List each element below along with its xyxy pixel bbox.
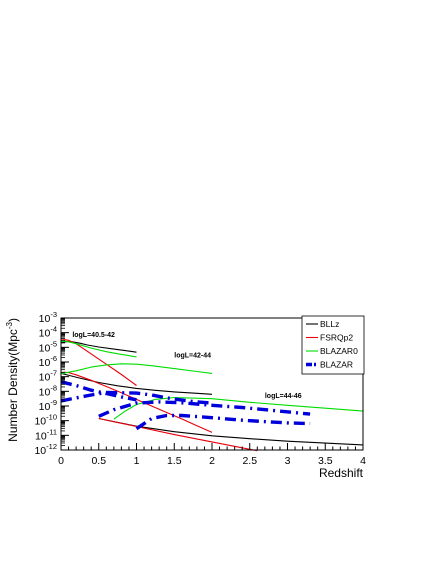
legend-label-blazar: BLAZAR	[320, 360, 353, 370]
x-tick-label: 2	[209, 455, 215, 467]
series-line-blazar0-2	[60, 340, 137, 358]
y-tick-label: 10-12	[34, 442, 57, 457]
annotation-label: logL=42-44	[174, 353, 211, 360]
y-tick-label: 10-11	[35, 427, 57, 442]
series-lines	[60, 339, 364, 452]
y-tick-label: 10-3	[39, 310, 57, 325]
legend: BLLz FSRQp2 BLAZAR0 BLAZAR	[301, 315, 365, 375]
x-tick-label: 3.5	[318, 455, 333, 467]
x-axis-title: Redshift	[319, 466, 364, 480]
x-tick-label: 2.5	[242, 455, 257, 467]
y-axis-title: Number Density(Mpc-3)	[5, 318, 20, 442]
y-tick-label: 10-7	[39, 369, 57, 384]
annotation-label: logL=44-46	[265, 393, 302, 400]
x-tick-label: 1	[134, 455, 140, 467]
x-tick-label: 4	[360, 455, 366, 467]
series-line-blazar0-9	[113, 396, 364, 420]
y-tick-label: 10-4	[39, 325, 57, 340]
x-tick-label: 0.5	[91, 455, 106, 467]
y-tick-label: 10-5	[39, 339, 57, 354]
series-line-fsrqp2-1	[60, 339, 137, 386]
y-tick-label: 10-9	[39, 398, 57, 413]
y-tick-label: 10-6	[39, 354, 57, 369]
x-tick-label: 3	[285, 455, 291, 467]
legend-label-fsrqp2: FSRQp2	[320, 333, 353, 343]
series-line-blazar-11	[98, 400, 311, 418]
legend-box	[301, 315, 365, 375]
series-line-bllz-3	[60, 372, 213, 395]
y-tick-label: 10-8	[39, 383, 57, 398]
series-line-blazar-6	[60, 380, 137, 402]
series-line-blazar-12	[135, 413, 311, 431]
annotation-label: logL=40.5-42	[72, 332, 115, 339]
legend-label-bllz: BLLz	[320, 319, 339, 329]
series-line-blazar-10	[60, 390, 213, 405]
series-line-blazar0-5	[60, 363, 213, 375]
x-tick-label: 1.5	[167, 455, 182, 467]
axis-ticks: 0 0.5 1 1.5 2 2.5 3 3.5 4 10-1210-1110-1010-910-8…	[34, 310, 366, 467]
annotations: logL=40.5-42 logL=42-44 logL=44-46	[72, 332, 301, 400]
legend-label-blazar0: BLAZAR0	[320, 346, 358, 356]
y-tick-label: 10-10	[34, 413, 57, 428]
x-tick-label: 0	[58, 455, 64, 467]
